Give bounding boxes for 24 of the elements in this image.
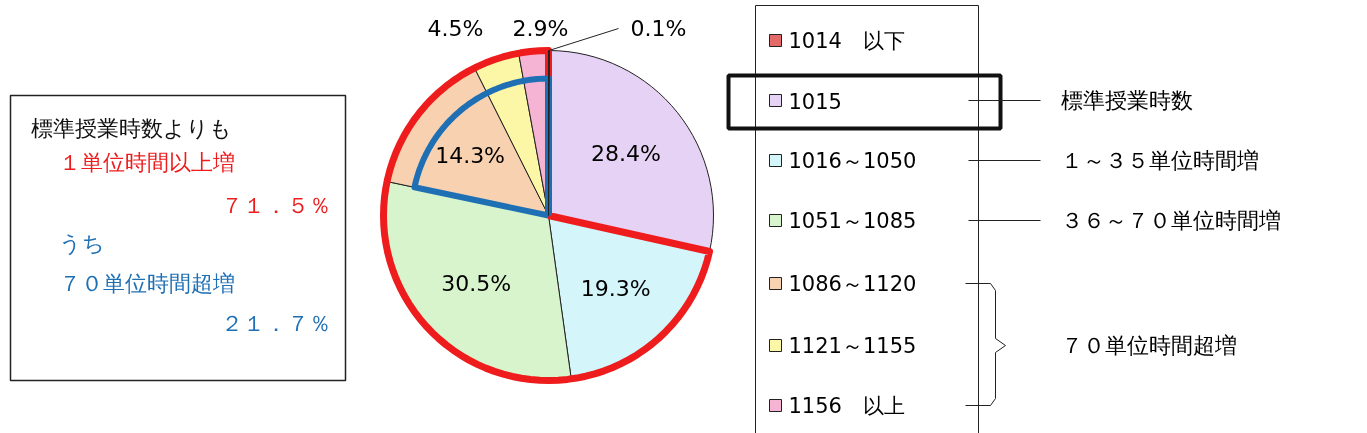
- legend-label: 1086～1120: [788, 271, 917, 296]
- data-label: 19.3%: [580, 275, 651, 301]
- data-label: 4.5%: [427, 16, 484, 41]
- legend-label: 1156 以上: [788, 393, 905, 418]
- legend-label: 1121～1155: [788, 333, 917, 358]
- legend-label: 1051～1085: [788, 208, 917, 233]
- text: 標準授業時数: [1060, 88, 1193, 113]
- text: １～３５単位時間増: [1060, 148, 1259, 173]
- data-label: 30.5%: [441, 270, 512, 296]
- text: うち: [58, 231, 105, 256]
- legend-label: 1014 以下: [788, 28, 905, 53]
- text: ７１．５％: [220, 193, 331, 218]
- text: 標準授業時数よりも: [30, 116, 232, 141]
- data-label: 0.1%: [630, 16, 687, 41]
- text: ７０単位時間超増: [58, 271, 235, 296]
- text: ３６～７０単位時間増: [1060, 208, 1281, 233]
- legend-label: 1016～1050: [788, 148, 917, 173]
- data-label: 28.4%: [591, 141, 661, 167]
- data-label: 14.3%: [435, 142, 506, 168]
- data-label: 2.9%: [512, 16, 569, 41]
- text: ７０単位時間超増: [1060, 333, 1237, 358]
- text: ２１．７％: [220, 311, 331, 336]
- legend-label: 1015: [788, 89, 842, 114]
- text: １単位時間以上増: [58, 150, 235, 175]
